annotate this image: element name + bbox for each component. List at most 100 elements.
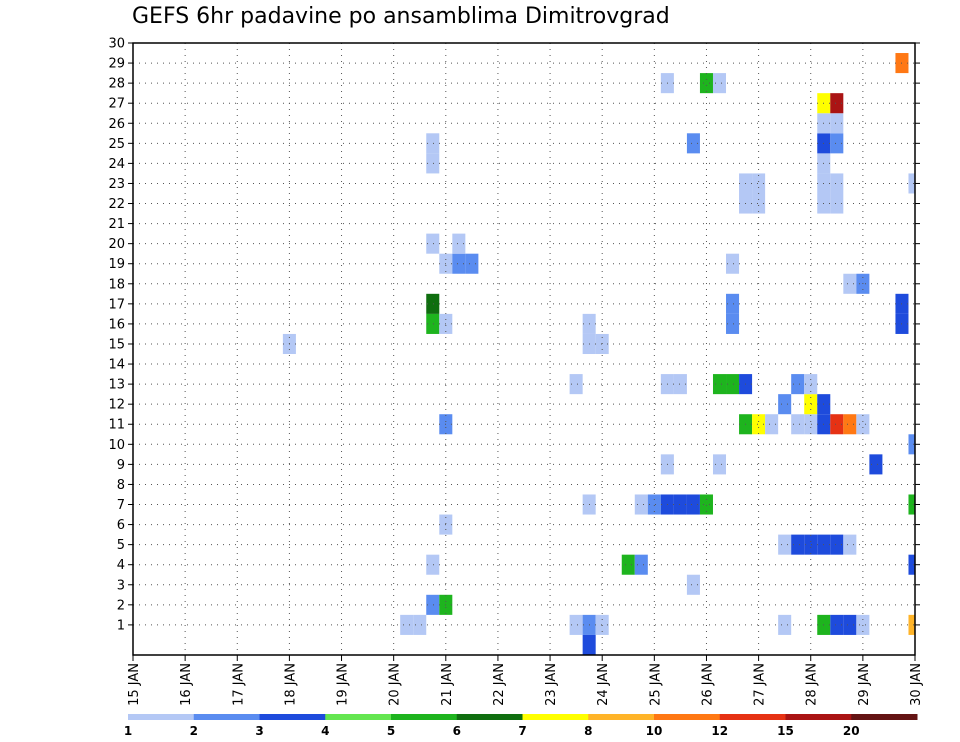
cell [856,614,870,635]
y-tick-label: 25 [108,137,125,152]
cell [699,73,713,94]
cell [804,374,818,395]
cell [582,634,596,655]
legend-swatch [128,714,195,720]
cell [908,494,915,515]
legend-swatch [522,714,589,720]
y-tick-label: 12 [108,398,125,413]
y-tick-label: 29 [108,57,125,72]
legend-swatch [456,714,523,720]
cell [426,313,440,334]
x-tick-label: 30 JAN [909,663,924,706]
y-tick-label: 17 [108,297,125,312]
x-tick-label: 25 JAN [648,663,663,706]
y-tick-label: 20 [108,237,125,252]
cell [452,253,466,274]
cell [830,193,844,214]
legend-swatch [325,714,392,720]
x-tick-label: 26 JAN [700,663,715,706]
cell [752,173,766,194]
legend-label: 7 [518,724,526,738]
cell [752,193,766,214]
y-tick-label: 26 [108,117,125,132]
y-tick-label: 16 [108,317,125,332]
cell [426,594,440,615]
y-tick-label: 5 [117,538,125,553]
legend-label: 4 [321,724,329,738]
legend-label: 1 [124,724,132,738]
cell [400,614,414,635]
cell [621,554,635,575]
cell [712,454,727,475]
legend-swatch [588,714,655,720]
y-axis: 1234567891011121314151617181920212223242… [108,37,920,633]
x-tick-label: 15 JAN [127,663,142,706]
cell [830,93,844,114]
cell [791,374,805,395]
x-tick-label: 18 JAN [283,663,298,706]
legend-label: 3 [255,724,263,738]
x-tick-label: 28 JAN [805,663,820,706]
y-tick-label: 7 [117,498,125,513]
cell [843,614,857,635]
cell [804,534,818,555]
cell [869,454,883,475]
cell [569,614,583,635]
y-tick-label: 4 [117,558,125,573]
cell [830,414,844,435]
y-tick-label: 15 [108,337,125,352]
legend-label: 8 [584,724,592,738]
y-tick-label: 21 [108,217,125,232]
legend-label: 2 [190,724,198,738]
chart-title: GEFS 6hr padavine po ansamblima Dimitrov… [132,4,670,29]
y-tick-label: 1 [117,618,125,633]
legend-label: 12 [711,724,728,738]
cell [830,133,844,154]
cell [426,133,440,154]
cell [699,494,713,515]
cell [726,293,740,314]
cell [686,494,700,515]
cell [791,414,805,435]
y-tick-label: 13 [108,378,125,393]
cell [778,534,792,555]
cell [569,374,583,395]
plot-frame [132,42,916,656]
y-tick-label: 24 [108,157,125,172]
cell [426,153,440,174]
x-tick-label: 16 JAN [179,663,194,706]
cell [426,233,440,254]
y-tick-label: 19 [108,257,125,272]
cell [595,614,609,635]
x-tick-label: 19 JAN [336,663,351,706]
legend-label: 10 [646,724,663,738]
cell [830,534,844,555]
cell [843,414,857,435]
y-tick-label: 18 [108,277,125,292]
cell [908,554,915,575]
y-tick-label: 9 [117,458,125,473]
cell [908,614,915,635]
y-tick-label: 3 [117,578,125,593]
cell [791,534,805,555]
y-tick-label: 6 [117,518,125,533]
x-tick-label: 21 JAN [440,663,455,706]
cell [712,374,727,395]
legend-swatch [259,714,326,720]
cell [843,273,857,294]
y-tick-label: 23 [108,177,125,192]
x-tick-label: 29 JAN [857,663,872,706]
cell [413,614,427,635]
legend-label: 15 [777,724,794,738]
x-tick-label: 20 JAN [388,663,403,706]
cell [712,73,727,94]
x-axis: 15 JAN 16 JAN 17 JAN 18 JAN 19 JAN 20 JAN 21 J… [127,655,924,706]
legend-label: 6 [453,724,461,738]
cell [804,414,818,435]
cell [752,414,766,435]
x-tick-label: 22 JAN [492,663,507,706]
cell [830,614,844,635]
cell [778,614,792,635]
y-tick-label: 10 [108,438,125,453]
